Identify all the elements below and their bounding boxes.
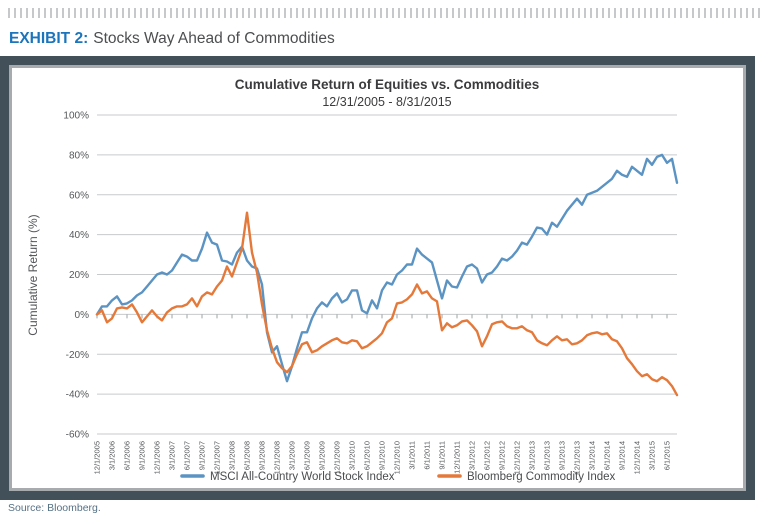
y-tick-label: 60%: [69, 190, 89, 201]
x-tick-label: 12/1/2006: [153, 441, 162, 474]
x-tick-label: 6/1/2010: [363, 441, 372, 470]
x-tick-label: 6/1/2013: [543, 441, 552, 470]
legend-label-commodity: Bloomberg Commodity Index: [467, 471, 616, 483]
chart-title: Cumulative Return of Equities vs. Commod…: [235, 77, 540, 92]
chart-panel: -60% -40% -20% 0% 20% 40% 60% 80% 100% 12/1/2005 3…: [9, 65, 746, 491]
x-tick-label: 9/1/2008: [258, 441, 267, 470]
decorative-tick-strip: [8, 8, 762, 18]
x-tick-label: 9/1/2012: [498, 441, 507, 470]
x-tick-label: 6/1/2011: [423, 441, 432, 470]
legend: MSCI All-Country World Stock Index Bloom…: [180, 471, 616, 483]
legend-label-msci: MSCI All-Country World Stock Index: [210, 471, 395, 483]
axis-layer: -60% -40% -20% 0% 20% 40% 60% 80% 100% 12/1/2005 3…: [63, 111, 671, 475]
x-tick-label: 9/1/2011: [438, 441, 447, 470]
x-tick-label: 3/1/2015: [648, 441, 657, 470]
y-tick-label: -60%: [66, 430, 89, 441]
exhibit-title: Stocks Way Ahead of Commodities: [93, 30, 335, 47]
grid-layer: [97, 114, 677, 435]
x-tick-label: 6/1/2012: [483, 441, 492, 470]
x-tick-label: 9/1/2006: [138, 441, 147, 470]
x-tick-label: 3/1/2009: [288, 441, 297, 470]
x-tick-label: 3/1/2006: [108, 441, 117, 470]
x-tick-label: 6/1/2008: [243, 441, 252, 470]
x-tick-label: 12/1/2005: [93, 441, 102, 474]
x-tick-label: 6/1/2009: [303, 441, 312, 470]
y-tick-label: -40%: [66, 390, 89, 401]
series-layer: [95, 153, 679, 397]
msci-line-series: [95, 153, 679, 383]
x-tick-label: 9/1/2007: [198, 441, 207, 470]
commodity-line-series: [95, 211, 679, 397]
x-tick-label: 3/1/2010: [348, 441, 357, 470]
source-note: Source: Bloomberg.: [8, 502, 101, 514]
chart-subtitle: 12/31/2005 - 8/31/2015: [322, 95, 451, 109]
x-tick-label: 3/1/2013: [528, 441, 537, 470]
x-tick-label: 6/1/2014: [603, 441, 612, 470]
x-tick-label: 9/1/2013: [558, 441, 567, 470]
y-tick-label: 80%: [69, 150, 89, 161]
x-tick-label: 3/1/2014: [588, 441, 597, 470]
x-tick-label: 6/1/2015: [663, 441, 672, 470]
x-tick-label: 6/1/2006: [123, 441, 132, 470]
x-tick-label: 12/1/2012: [513, 441, 522, 474]
x-tick-label: 9/1/2014: [618, 441, 627, 470]
x-tick-label: 9/1/2010: [378, 441, 387, 470]
y-tick-label: 20%: [69, 270, 89, 281]
x-tick-label: 12/1/2013: [573, 441, 582, 474]
x-tick-label: 3/1/2007: [168, 441, 177, 470]
x-tick-label: 9/1/2009: [318, 441, 327, 470]
x-tick-label: 3/1/2011: [408, 441, 417, 470]
y-tick-label: -20%: [66, 350, 89, 361]
x-tick-label: 12/1/2014: [633, 441, 642, 474]
x-tick-label: 12/1/2010: [393, 441, 402, 474]
exhibit-heading: EXHIBIT 2: Stocks Way Ahead of Commoditie…: [9, 29, 335, 49]
x-tick-label: 12/1/2007: [213, 441, 222, 474]
exhibit-label: EXHIBIT 2:: [9, 30, 89, 47]
x-tick-label: 12/1/2008: [273, 441, 282, 474]
x-tick-label: 3/1/2012: [468, 441, 477, 470]
y-axis-title: Cumulative Return (%): [26, 214, 40, 335]
x-tick-label: 12/1/2011: [453, 441, 462, 474]
chart-panel-frame: -60% -40% -20% 0% 20% 40% 60% 80% 100% 12/1/2005 3…: [0, 56, 755, 500]
y-tick-label: 100%: [63, 111, 89, 122]
y-tick-label: 40%: [69, 230, 89, 241]
y-tick-label: 0%: [75, 310, 90, 321]
x-tick-label: 12/1/2009: [333, 441, 342, 474]
cumulative-return-chart: -60% -40% -20% 0% 20% 40% 60% 80% 100% 12/1/2005 3…: [26, 77, 679, 483]
x-tick-label: 6/1/2007: [183, 441, 192, 470]
x-tick-label: 3/1/2008: [228, 441, 237, 470]
